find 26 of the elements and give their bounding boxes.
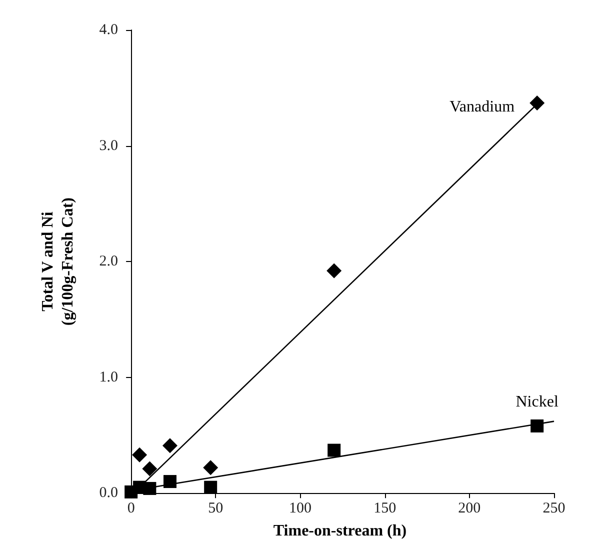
series-label: Vanadium: [450, 98, 516, 116]
point: [204, 480, 218, 494]
x-axis-title: Time-on-stream (h): [273, 522, 407, 540]
y-tick-label: 4.0: [99, 22, 118, 38]
x-tick-label: 200: [458, 500, 481, 517]
y-tick-label: 3.0: [99, 138, 118, 154]
y-tick-label: 0.0: [99, 485, 118, 502]
x-tick-label: 250: [542, 500, 566, 517]
point: [163, 475, 176, 488]
x-tick-label: 150: [374, 500, 396, 517]
x-tick-label: 0: [127, 500, 135, 517]
x-tick-label: 50: [208, 500, 224, 517]
y-axis-title: Total V and Ni (g/100g-Fresh Cat): [40, 197, 76, 326]
point: [328, 444, 341, 457]
point: [132, 447, 148, 462]
y-tick-label: 2.0: [99, 254, 118, 270]
point: [530, 95, 545, 110]
point: [203, 460, 218, 476]
point: [143, 482, 156, 495]
x-tick-label: 100: [288, 500, 312, 517]
y-tick-label: 1.0: [99, 369, 118, 386]
point: [530, 419, 544, 432]
point: [142, 461, 158, 476]
series-label: Nickel: [516, 393, 559, 410]
point: [162, 438, 178, 454]
point: [326, 263, 342, 278]
